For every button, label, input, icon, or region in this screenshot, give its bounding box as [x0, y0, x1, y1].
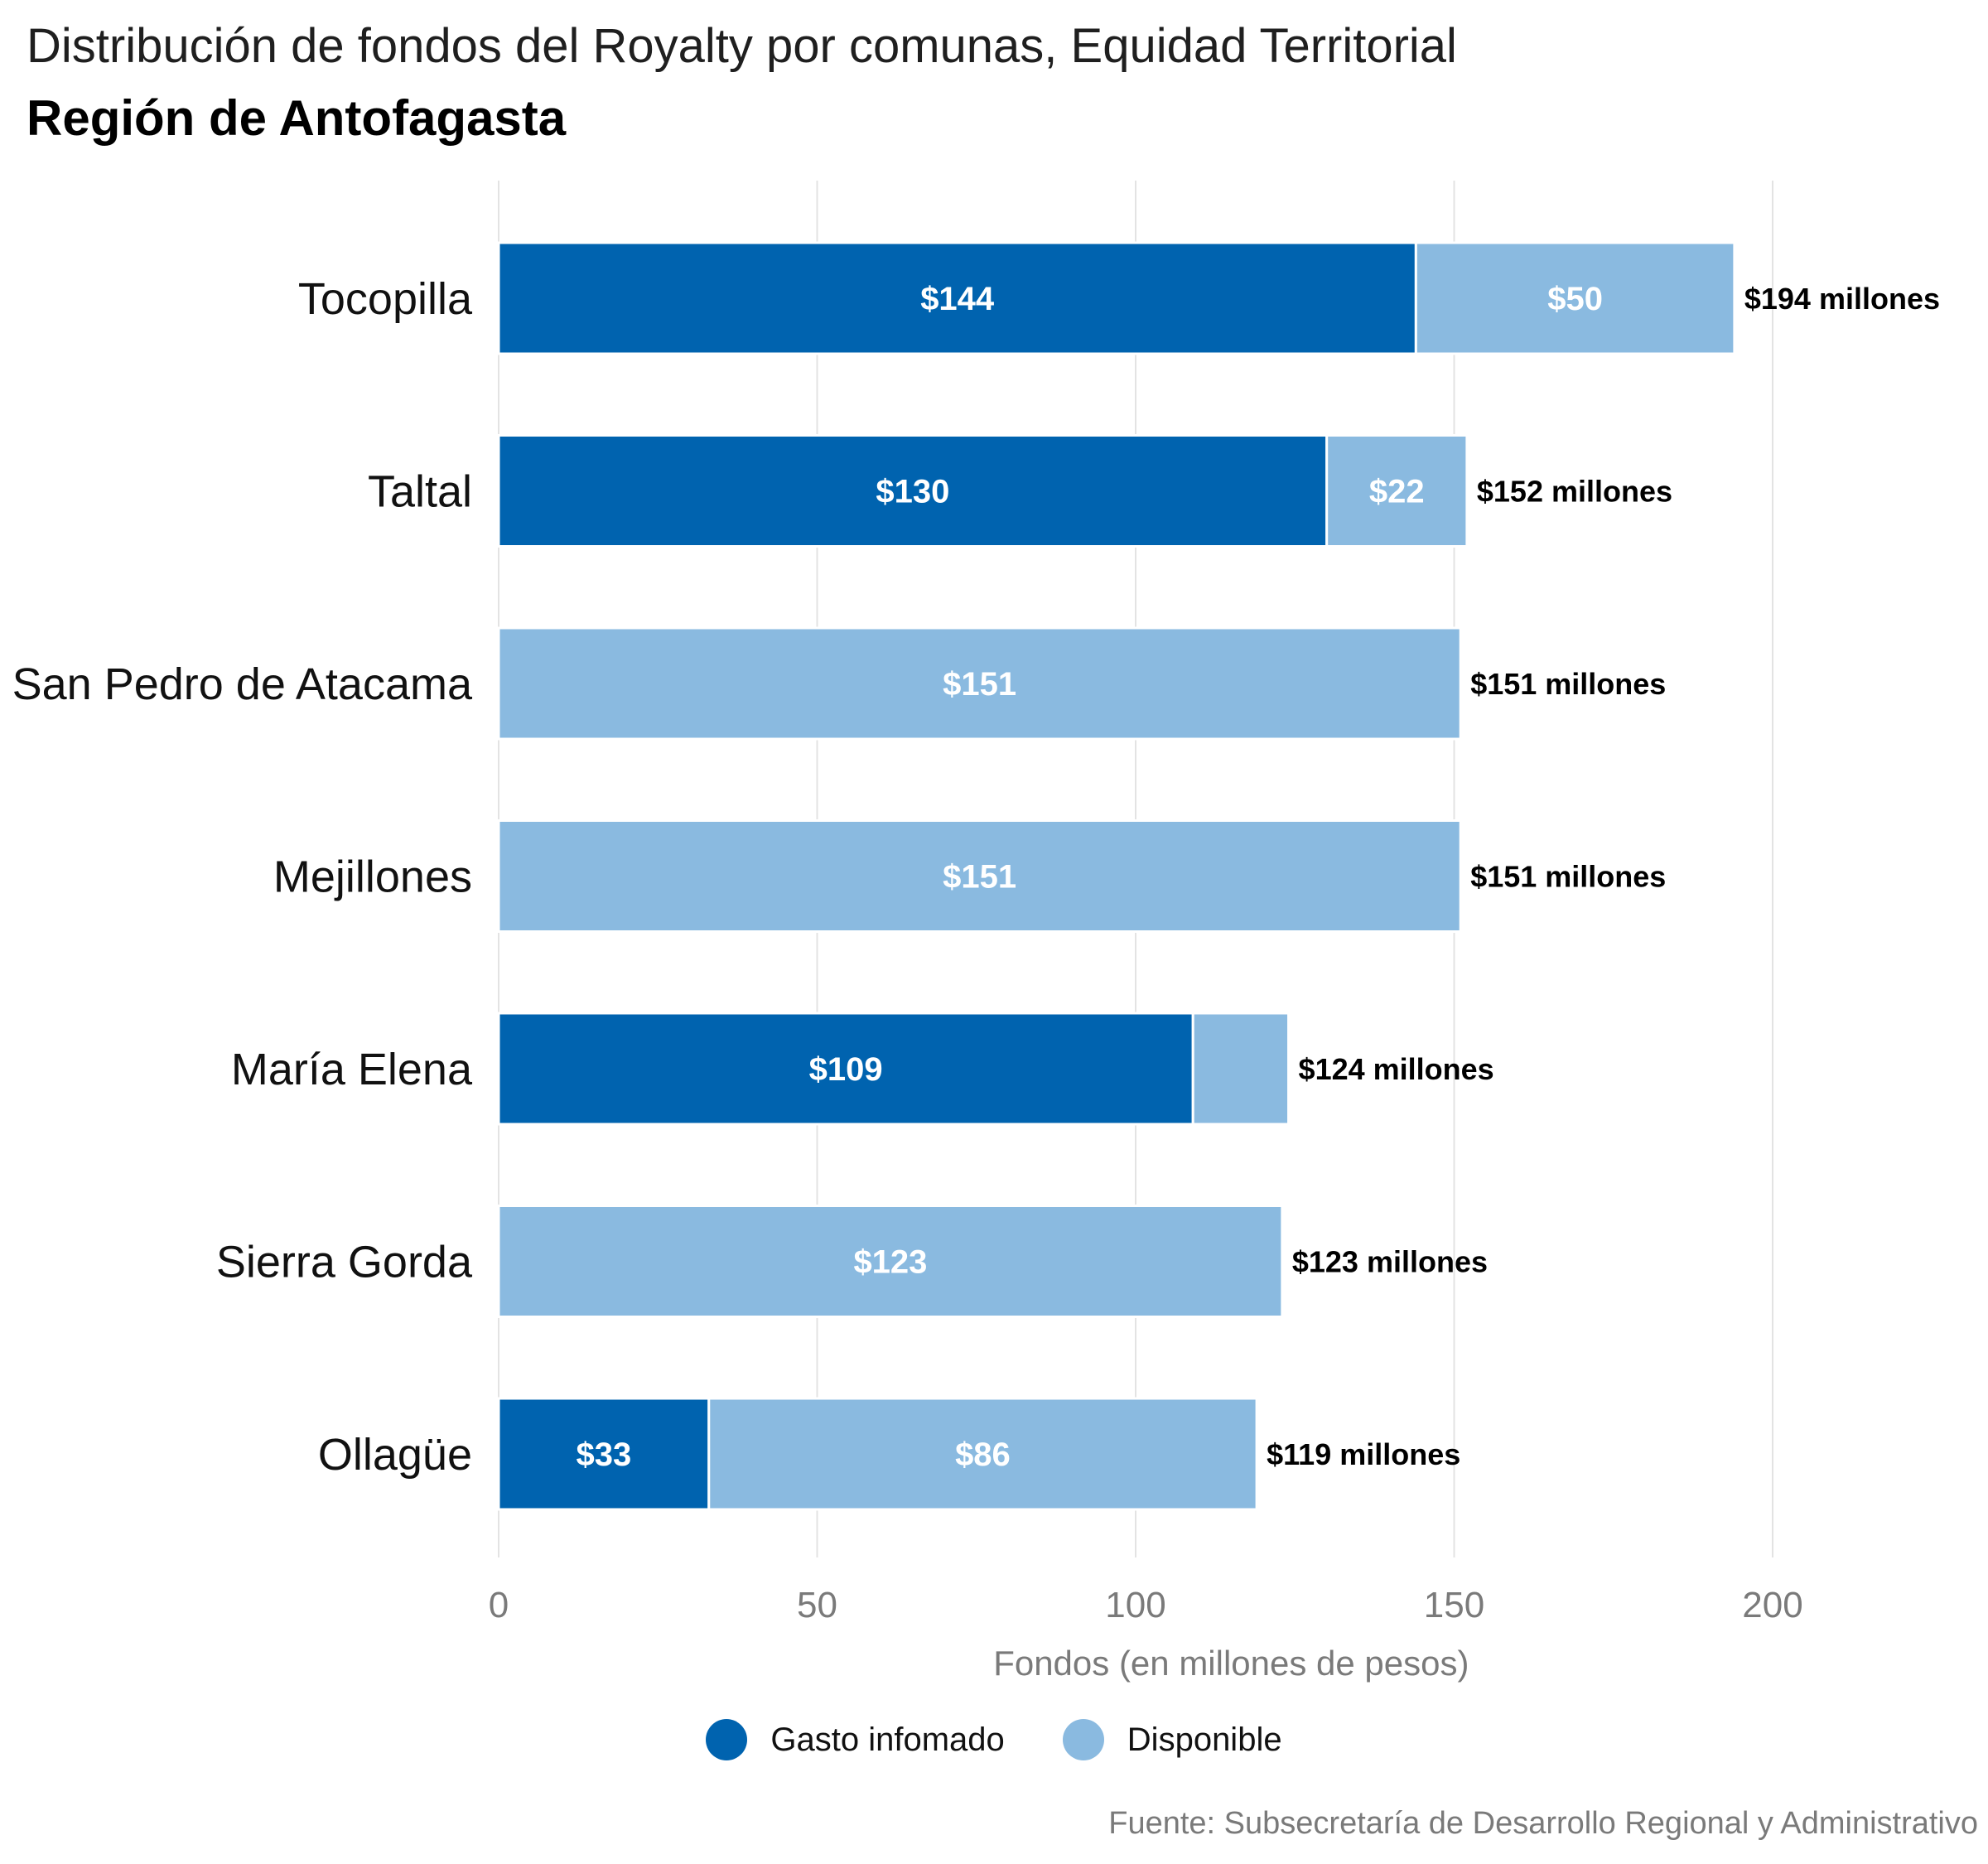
total-label-sierra-gorda: $123 millones	[1292, 1245, 1488, 1279]
source-note: Fuente: Subsecretaría de Desarrollo Regi…	[1108, 1806, 1978, 1841]
bar-gasto-infomado-maria-elena	[497, 1012, 1194, 1126]
x-tick-label: 50	[797, 1585, 837, 1625]
chart-title: Distribución de fondos del Royalty por c…	[27, 19, 1457, 73]
data-label-disponible-mejillones: $151	[943, 859, 1016, 896]
total-label-san-pedro-de-atacama: $151 millones	[1470, 667, 1666, 701]
data-label-gasto-infomado-maria-elena: $109	[809, 1051, 883, 1088]
total-label-taltal: $152 millones	[1477, 475, 1672, 509]
category-label-ollague: Ollagüe	[318, 1430, 472, 1480]
total-label-maria-elena: $124 millones	[1299, 1052, 1494, 1086]
legend-swatch-disponible	[1062, 1719, 1104, 1760]
legend-swatch-gasto	[706, 1719, 748, 1760]
category-label-taltal: Taltal	[368, 467, 472, 517]
bar-disponible-san-pedro-de-atacama	[497, 626, 1462, 741]
data-label-gasto-infomado-ollague: $33	[577, 1437, 632, 1473]
bar-chart: 0 50 100 150 200 Fondos (en millones de pesos…	[12, 181, 1940, 1683]
legend-label-disponible: Disponible	[1127, 1721, 1282, 1758]
data-label-disponible-sierra-gorda: $123	[853, 1244, 927, 1281]
bar-disponible-taltal	[1325, 434, 1469, 548]
category-label-sierra-gorda: Sierra Gorda	[216, 1238, 473, 1287]
legend: Gasto infomado Disponible	[0, 1719, 1988, 1760]
category-label-san-pedro-de-atacama: San Pedro de Atacama	[12, 659, 473, 709]
bar-disponible-tocopilla	[1414, 241, 1736, 355]
x-axis-label: Fondos (en millones de pesos)	[993, 1644, 1469, 1683]
x-tick-label: 200	[1742, 1585, 1802, 1625]
x-tick-label: 0	[489, 1585, 509, 1625]
legend-item-gasto: Gasto infomado	[706, 1719, 1005, 1760]
category-label-maria-elena: María Elena	[231, 1045, 473, 1094]
x-tick-label: 100	[1105, 1585, 1165, 1625]
data-label-disponible-taltal: $22	[1369, 474, 1425, 510]
data-label-disponible-san-pedro-de-atacama: $151	[943, 666, 1016, 703]
legend-label-gasto: Gasto infomado	[770, 1721, 1005, 1758]
total-label-tocopilla: $194 millones	[1744, 282, 1940, 316]
category-label-tocopilla: Tocopilla	[298, 274, 473, 324]
data-label-gasto-infomado-taltal: $130	[876, 474, 949, 510]
bar-gasto-infomado-ollague	[497, 1397, 711, 1511]
bar-gasto-infomado-tocopilla	[497, 241, 1417, 355]
total-label-ollague: $119 millones	[1267, 1437, 1460, 1471]
total-label-mejillones: $151 millones	[1470, 860, 1666, 894]
bar-disponible-ollague	[707, 1397, 1258, 1511]
data-label-gasto-infomado-tocopilla: $144	[920, 281, 995, 317]
legend-item-disponible: Disponible	[1062, 1719, 1282, 1760]
category-label-mejillones: Mejillones	[273, 852, 472, 902]
chart-subtitle: Región de Antofagasta	[27, 90, 567, 146]
bar-disponible-sierra-gorda	[497, 1205, 1284, 1318]
bar-gasto-infomado-taltal	[497, 434, 1329, 548]
data-label-disponible-ollague: $86	[955, 1437, 1011, 1473]
data-label-disponible-tocopilla: $50	[1547, 281, 1603, 317]
x-tick-label: 150	[1424, 1585, 1484, 1625]
bar-disponible-maria-elena	[1191, 1012, 1291, 1126]
bar-disponible-mejillones	[497, 819, 1462, 933]
